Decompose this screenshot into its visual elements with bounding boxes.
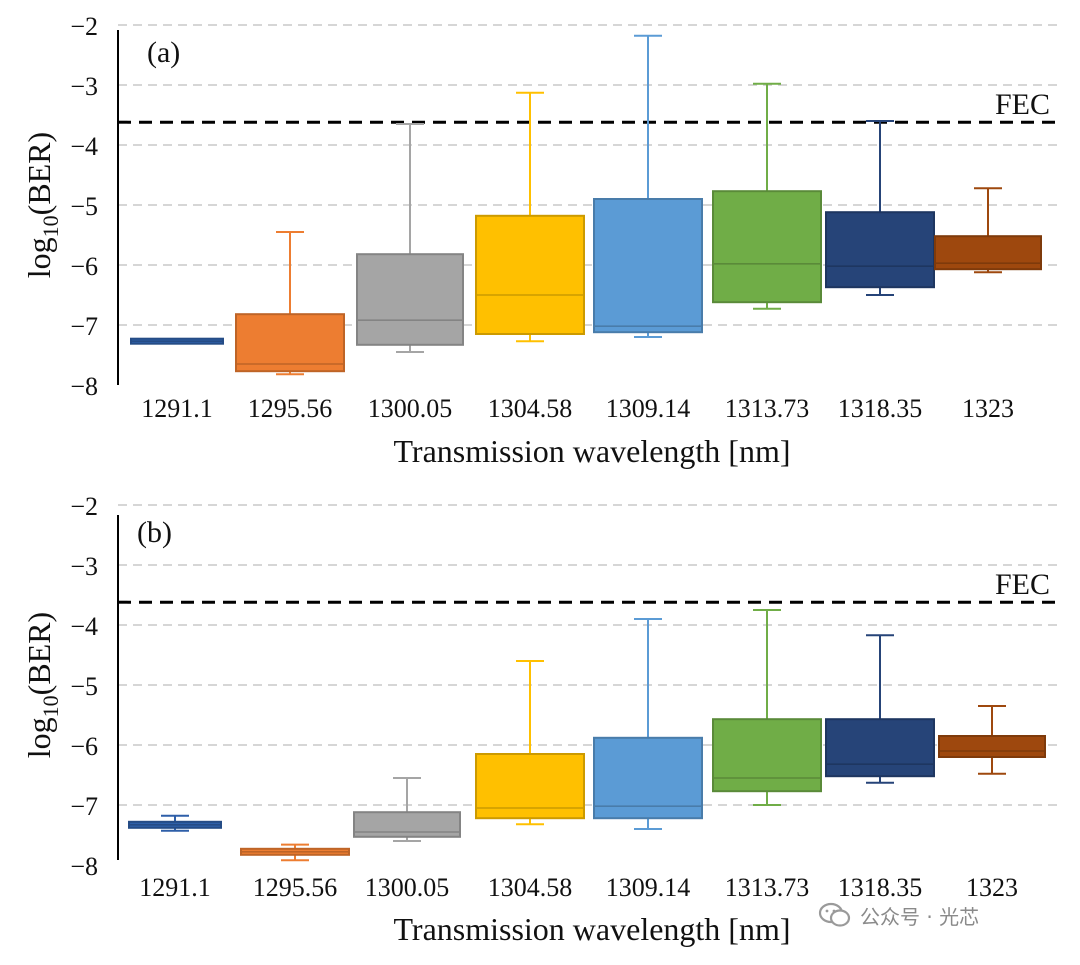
y-tick-label: −4 [70,132,98,161]
y-tick-label: −2 [70,12,98,41]
x-tick-label: 1323 [962,394,1014,423]
watermark-text: 公众号 · 光芯 [860,904,980,929]
box-1300-05 [356,123,464,353]
x-tick-label: 1304.58 [488,394,573,423]
y-tick-label: −7 [70,312,98,341]
box-iqr [938,735,1046,758]
y-tick-label: −3 [70,552,98,581]
y-tick-label: −4 [70,612,98,641]
wechat-icon [818,902,851,927]
y-tick-label: −5 [70,192,98,221]
y-tick-label: −6 [70,732,98,761]
x-tick-label: 1291.1 [139,873,211,902]
x-tick-label: 1309.14 [606,873,691,902]
panel-label: (b) [137,516,172,549]
box-iqr [593,736,703,820]
box-iqr [825,718,935,778]
box-1323 [934,187,1042,274]
box-1313-73 [712,82,822,310]
box-1304-58 [475,660,585,826]
chart-panel-a: −2 −3 −4 −5 −6 −7 −8 log10(BER) (a) FEC 1291.1 1295… [21,12,1060,469]
box-1295-56 [240,843,350,862]
y-tick-label: −5 [70,672,98,701]
x-tick-label: 1318.35 [838,394,923,423]
y-tick-label: −8 [70,372,98,401]
watermark: 公众号 · 光芯 [818,900,979,930]
fec-label: FEC [995,568,1050,601]
box-1309-14 [593,34,703,338]
box-1295-56 [235,231,345,376]
x-tick-label: 1295.56 [248,394,333,423]
x-tick-label: 1313.73 [725,873,810,902]
x-tick-label: 1309.14 [606,394,691,423]
y-axis-label: log10(BER) [21,132,63,278]
y-tick-label: −8 [70,852,98,881]
box-1300-05 [353,777,461,842]
x-tick-label: 1323 [966,873,1018,902]
box-1318-35 [825,120,935,296]
box-iqr [475,214,585,335]
box-iqr [235,313,345,373]
chart-panel-b: −2 −3 −4 −5 −6 −7 −8 log10(BER) (b) FEC 1291.1 1295… [21,492,1060,947]
y-tick-label: −3 [70,72,98,101]
x-tick-label: 1300.05 [365,873,450,902]
panel-label: (a) [147,36,180,69]
x-tick-label: 1304.58 [488,873,573,902]
x-tick-label: 1318.35 [838,873,923,902]
box-1291-1 [128,814,222,832]
x-axis-label: Transmission wavelength [nm] [393,911,790,947]
y-tick-label: −7 [70,792,98,821]
box-1323 [938,705,1046,775]
y-tick-label: −6 [70,252,98,281]
box-1304-58 [475,91,585,343]
x-tick-label: 1295.56 [253,873,338,902]
x-tick-label: 1300.05 [368,394,453,423]
box-1291-1 [130,337,224,345]
box-1313-73 [712,609,822,806]
x-tick-label: 1291.1 [141,394,213,423]
box-1318-35 [825,634,935,784]
fec-label: FEC [995,88,1050,121]
y-tick-label: −2 [70,492,98,521]
box-iqr [712,718,822,793]
y-axis-label: log10(BER) [21,612,63,758]
box-iqr [353,811,461,838]
box-iqr [825,211,935,289]
x-axis-label: Transmission wavelength [nm] [393,433,790,469]
box-1309-14 [593,618,703,830]
x-tick-label: 1313.73 [725,394,810,423]
box-iqr [712,190,822,304]
box-iqr [593,198,703,334]
box-iqr [934,235,1042,271]
box-iqr [356,253,464,346]
